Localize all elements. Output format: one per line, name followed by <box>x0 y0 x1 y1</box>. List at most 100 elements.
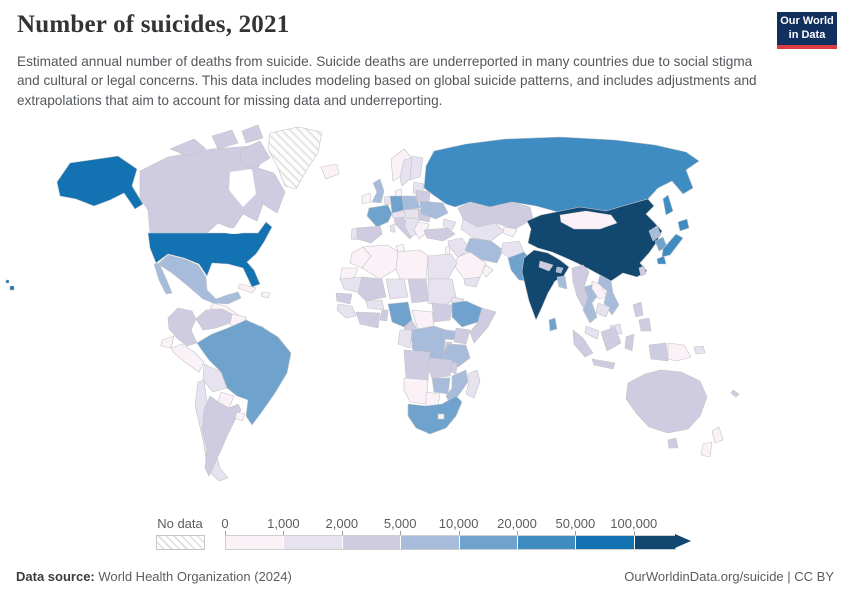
country-finland[interactable] <box>409 155 424 181</box>
country-libya[interactable] <box>395 249 429 280</box>
country-indonesia-sulawesi[interactable] <box>624 333 635 352</box>
country-canada-baffin[interactable] <box>239 140 271 170</box>
country-south-sudan[interactable] <box>431 302 453 323</box>
footer-link[interactable]: OurWorldinData.org/suicide | CC BY <box>624 569 834 584</box>
country-russia[interactable] <box>423 136 700 213</box>
country-mali[interactable] <box>357 276 387 302</box>
country-indonesia-borneo[interactable] <box>600 326 622 352</box>
country-south-africa[interactable] <box>407 395 463 435</box>
country-north-korea[interactable] <box>648 225 662 242</box>
country-namibia[interactable] <box>403 377 429 405</box>
country-canada-arctic-3[interactable] <box>241 124 264 144</box>
country-cambodia[interactable] <box>595 302 611 318</box>
legend-bin-3[interactable] <box>401 536 460 549</box>
country-spain[interactable] <box>356 225 383 244</box>
country-taiwan[interactable] <box>638 265 647 277</box>
country-uruguay[interactable] <box>234 411 246 422</box>
country-mongolia[interactable] <box>559 210 618 230</box>
country-lesotho[interactable] <box>437 413 445 420</box>
country-senegal[interactable] <box>335 292 353 305</box>
owid-logo[interactable]: Our World in Data <box>777 12 837 49</box>
country-portugal[interactable] <box>350 227 358 241</box>
country-indonesia-sumatra[interactable] <box>572 329 594 358</box>
country-russia-sakhalin[interactable] <box>662 194 674 216</box>
country-yemen[interactable] <box>463 276 481 288</box>
country-uk[interactable] <box>371 178 385 204</box>
country-papua-new-guinea[interactable] <box>667 342 692 362</box>
country-sudan[interactable] <box>427 278 457 308</box>
country-japan-honshu[interactable] <box>661 233 684 258</box>
country-new-zealand-south[interactable] <box>700 441 713 458</box>
country-usa-hawaii-2[interactable] <box>9 285 15 291</box>
country-canada-arctic-2[interactable] <box>211 129 239 150</box>
country-malaysia[interactable] <box>584 325 600 340</box>
country-greece-bulgaria[interactable] <box>413 221 430 240</box>
legend-bin-5[interactable] <box>517 536 577 549</box>
country-greenland[interactable] <box>267 126 323 190</box>
legend-bin-4[interactable] <box>459 536 518 549</box>
country-venezuela[interactable] <box>195 308 233 331</box>
country-hispaniola[interactable] <box>260 291 271 299</box>
country-peru[interactable] <box>170 343 205 373</box>
country-benelux[interactable] <box>383 195 392 206</box>
country-indonesia-java[interactable] <box>591 358 616 370</box>
country-japan-hokkaido[interactable] <box>677 218 690 232</box>
country-mexico[interactable] <box>157 254 242 305</box>
country-botswana[interactable] <box>425 391 441 407</box>
country-algeria[interactable] <box>361 244 399 280</box>
country-germany[interactable] <box>389 195 405 214</box>
country-bangladesh[interactable] <box>556 275 568 290</box>
country-kyrgyzstan-tajikistan[interactable] <box>502 226 518 238</box>
country-australia-tasmania[interactable] <box>667 437 679 449</box>
country-solomon-islands[interactable] <box>693 345 706 355</box>
country-turkey[interactable] <box>423 227 456 242</box>
country-czechia-hungary[interactable] <box>403 208 421 219</box>
country-corsica-sardinia[interactable] <box>389 223 396 233</box>
legend-bin-1[interactable] <box>284 536 343 549</box>
country-usa-alaska[interactable] <box>56 155 144 210</box>
country-cote-divoire-ghana[interactable] <box>355 311 381 329</box>
country-oman[interactable] <box>481 264 494 278</box>
legend-bin-6[interactable] <box>576 536 635 549</box>
country-philippines-mindanao[interactable] <box>638 317 652 332</box>
legend-no-data-swatch[interactable] <box>156 535 205 550</box>
legend-bin-7[interactable] <box>634 536 675 549</box>
country-indonesia-papua[interactable] <box>648 342 669 362</box>
country-new-zealand-north[interactable] <box>711 426 724 444</box>
country-burkina-faso[interactable] <box>365 299 385 311</box>
country-angola[interactable] <box>403 349 431 381</box>
country-bhutan[interactable] <box>555 266 564 274</box>
country-zimbabwe[interactable] <box>431 377 451 395</box>
country-guinea[interactable] <box>336 303 357 319</box>
country-canada-arctic-1[interactable] <box>169 138 207 157</box>
country-usa[interactable] <box>147 221 273 288</box>
country-iran[interactable] <box>464 237 504 264</box>
country-caucasus[interactable] <box>442 218 457 231</box>
country-usa-hawaii[interactable] <box>5 279 10 284</box>
country-nepal[interactable] <box>538 260 554 272</box>
country-new-caledonia[interactable] <box>730 389 740 398</box>
country-colombia[interactable] <box>167 307 198 347</box>
country-cuba[interactable] <box>237 283 257 294</box>
country-central-asia[interactable] <box>460 218 505 242</box>
country-egypt[interactable] <box>427 253 458 280</box>
country-japan-kyushu[interactable] <box>656 255 667 265</box>
country-niger[interactable] <box>385 278 409 300</box>
country-benin-togo[interactable] <box>379 309 389 322</box>
country-philippines-luzon[interactable] <box>632 301 644 318</box>
country-france[interactable] <box>366 204 393 228</box>
country-vietnam[interactable] <box>597 274 620 316</box>
country-sweden[interactable] <box>399 157 413 187</box>
country-zambia[interactable] <box>427 357 453 379</box>
country-madagascar[interactable] <box>465 369 481 399</box>
country-ireland[interactable] <box>361 192 372 205</box>
legend-bin-0[interactable] <box>226 536 285 549</box>
country-bolivia[interactable] <box>202 363 228 393</box>
country-australia[interactable] <box>625 369 708 434</box>
country-somalia[interactable] <box>469 307 497 344</box>
country-argentina[interactable] <box>201 395 242 477</box>
country-sri-lanka[interactable] <box>548 317 558 332</box>
country-congo-gabon[interactable] <box>397 329 413 349</box>
country-ukraine[interactable] <box>419 200 449 220</box>
country-mexico-baja[interactable] <box>153 262 173 295</box>
